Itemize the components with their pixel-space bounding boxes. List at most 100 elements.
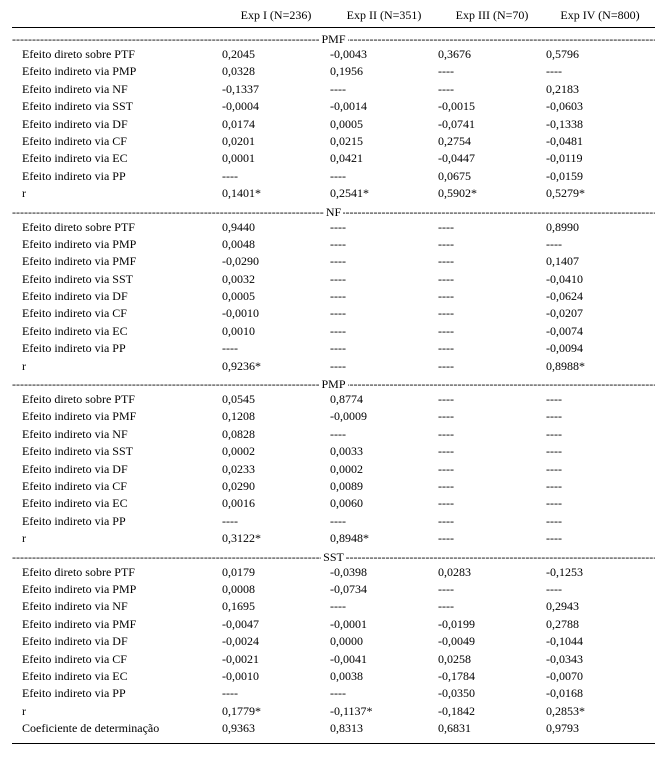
- cell-value: 0,0005: [222, 288, 330, 305]
- cell-value: 0,3676: [438, 46, 546, 63]
- cell-value: 0,0828: [222, 426, 330, 443]
- cell-value: 0,0283: [438, 564, 546, 581]
- row-label: Efeito indireto via PMF: [12, 408, 222, 425]
- row-label: Efeito indireto via PP: [12, 513, 222, 530]
- table-row: Efeito indireto via CF-0,0010---------0,…: [12, 305, 655, 322]
- row-label: Efeito indireto via PP: [12, 168, 222, 185]
- cell-value: ----: [222, 168, 330, 185]
- cell-value: ----: [330, 253, 438, 270]
- table-row: Efeito indireto via CF0,02900,0089------…: [12, 478, 655, 495]
- table-row: Efeito indireto via DF0,01740,0005-0,074…: [12, 116, 655, 133]
- cell-value: -0,0343: [546, 651, 654, 668]
- cell-value: ----: [438, 305, 546, 322]
- cell-value: ----: [438, 408, 546, 425]
- table-row: Efeito indireto via PP---------0,0350-0,…: [12, 685, 655, 702]
- table-row: Efeito indireto via PMF-0,0290--------0,…: [12, 253, 655, 270]
- cell-value: 0,0215: [330, 133, 438, 150]
- table-row: Efeito indireto via NF0,1695--------0,29…: [12, 598, 655, 615]
- cell-value: ----: [546, 513, 654, 530]
- header-exp3: Exp III (N=70): [438, 8, 546, 23]
- cell-value: -0,0447: [438, 150, 546, 167]
- section-label: NF: [324, 205, 343, 219]
- cell-value: ----: [330, 288, 438, 305]
- cell-value: 0,0233: [222, 461, 330, 478]
- row-label: Efeito indireto via DF: [12, 288, 222, 305]
- cell-value: -0,0603: [546, 98, 654, 115]
- cell-value: -0,1137*: [330, 703, 438, 720]
- cell-value: ----: [438, 530, 546, 547]
- cell-value: 0,0038: [330, 668, 438, 685]
- cell-value: 0,5796: [546, 46, 654, 63]
- cell-value: -0,0070: [546, 668, 654, 685]
- row-label: Efeito direto sobre PTF: [12, 564, 222, 581]
- cell-value: -0,1337: [222, 81, 330, 98]
- cell-value: -0,0741: [438, 116, 546, 133]
- cell-value: 0,5902*: [438, 185, 546, 202]
- cell-value: ----: [546, 408, 654, 425]
- cell-value: 0,3122*: [222, 530, 330, 547]
- section-label: SST: [321, 550, 346, 564]
- cell-value: -0,0047: [222, 616, 330, 633]
- cell-value: ----: [438, 81, 546, 98]
- cell-value: -0,0001: [330, 616, 438, 633]
- row-label: Efeito indireto via PP: [12, 340, 222, 357]
- cell-value: 0,1956: [330, 63, 438, 80]
- cell-value: -0,1842: [438, 703, 546, 720]
- cell-value: -0,0481: [546, 133, 654, 150]
- cell-value: ----: [438, 391, 546, 408]
- cell-value: 0,6831: [438, 720, 546, 737]
- cell-value: -0,1338: [546, 116, 654, 133]
- table-row: Efeito indireto via PMP0,0048-----------…: [12, 236, 655, 253]
- cell-value: 0,0179: [222, 564, 330, 581]
- cell-value: ----: [438, 288, 546, 305]
- cell-value: ----: [546, 236, 654, 253]
- cell-value: 0,1695: [222, 598, 330, 615]
- row-label: Efeito indireto via CF: [12, 305, 222, 322]
- cell-value: ----: [330, 305, 438, 322]
- cell-value: 0,9793: [546, 720, 654, 737]
- row-label: Efeito indireto via NF: [12, 81, 222, 98]
- cell-value: 0,0008: [222, 581, 330, 598]
- cell-value: 0,0048: [222, 236, 330, 253]
- table-row: Efeito indireto via PMF0,1208-0,0009----…: [12, 408, 655, 425]
- row-label: Efeito direto sobre PTF: [12, 46, 222, 63]
- cell-value: 0,1407: [546, 253, 654, 270]
- header-exp4: Exp IV (N=800): [546, 8, 654, 23]
- cell-value: 0,0010: [222, 323, 330, 340]
- cell-value: ----: [438, 340, 546, 357]
- table-row: Efeito indireto via PMF-0,0047-0,0001-0,…: [12, 616, 655, 633]
- section-label: PMF: [319, 32, 347, 46]
- row-label: r: [12, 530, 222, 547]
- cell-value: 0,0328: [222, 63, 330, 80]
- cell-value: 0,2943: [546, 598, 654, 615]
- header-row: Exp I (N=236) Exp II (N=351) Exp III (N=…: [12, 8, 655, 28]
- cell-value: -0,0010: [222, 305, 330, 322]
- row-label: Efeito indireto via EC: [12, 668, 222, 685]
- cell-value: ----: [438, 253, 546, 270]
- row-label: Efeito indireto via PP: [12, 685, 222, 702]
- table-row: Efeito indireto via NF0,0828------------: [12, 426, 655, 443]
- cell-value: 0,0032: [222, 271, 330, 288]
- cell-value: ----: [438, 461, 546, 478]
- cell-value: 0,1208: [222, 408, 330, 425]
- row-label: r: [12, 703, 222, 720]
- cell-value: 0,8313: [330, 720, 438, 737]
- cell-value: 0,9440: [222, 219, 330, 236]
- table-row: Efeito indireto via PP--------0,0675-0,0…: [12, 168, 655, 185]
- cell-value: ----: [222, 513, 330, 530]
- cell-value: ----: [546, 461, 654, 478]
- cell-value: -0,0024: [222, 633, 330, 650]
- cell-value: ----: [438, 513, 546, 530]
- section-label: PMP: [319, 377, 347, 391]
- cell-value: 0,0060: [330, 495, 438, 512]
- row-label: Efeito indireto via NF: [12, 598, 222, 615]
- cell-value: 0,0258: [438, 651, 546, 668]
- cell-value: 0,0201: [222, 133, 330, 150]
- cell-value: ----: [546, 443, 654, 460]
- cell-value: ----: [438, 63, 546, 80]
- table-row: Efeito indireto via DF0,0005---------0,0…: [12, 288, 655, 305]
- cell-value: -0,0398: [330, 564, 438, 581]
- table-row: Efeito direto sobre PTF0,0179-0,03980,02…: [12, 564, 655, 581]
- table-row: Efeito indireto via PMP0,0008-0,0734----…: [12, 581, 655, 598]
- row-label: Efeito indireto via PMP: [12, 236, 222, 253]
